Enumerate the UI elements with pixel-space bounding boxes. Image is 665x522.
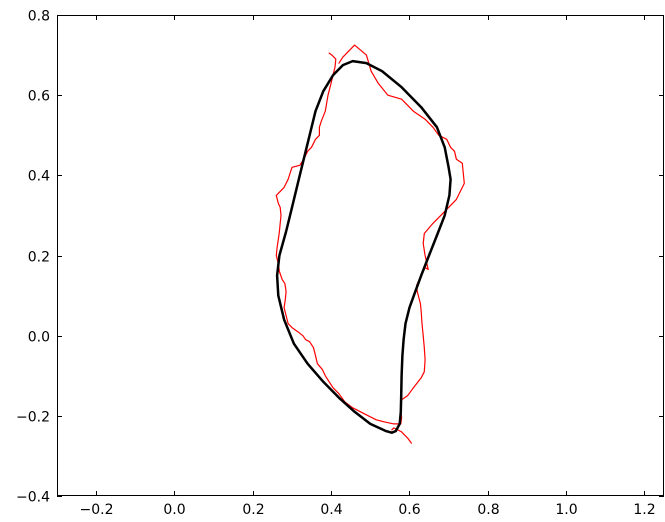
x-tick-label: 0.2: [242, 502, 264, 518]
y-tick-label: 0.2: [28, 250, 50, 266]
y-tick-label: 0.8: [28, 9, 50, 25]
y-tick-label: −0.2: [16, 410, 50, 426]
y-tick-label: 0.4: [28, 169, 50, 185]
plot-frame: [57, 15, 664, 496]
y-tick-label: −0.4: [16, 490, 50, 506]
series-line-2: [391, 427, 412, 444]
series-line-1: [275, 44, 465, 425]
x-tick-label: 0.8: [477, 502, 499, 518]
y-tick-label: 0.0: [28, 330, 50, 346]
x-tick-label: 1.0: [555, 502, 577, 518]
plot-background: [57, 15, 664, 496]
x-tick-label: −0.2: [80, 502, 114, 518]
series-layer: [275, 44, 465, 444]
x-tick-label: 0.6: [398, 502, 420, 518]
x-tick-label: 1.2: [633, 502, 655, 518]
x-tick-label: 0.4: [320, 502, 342, 518]
series-line-3: [275, 59, 452, 434]
x-tick-label: 0.0: [163, 502, 185, 518]
ticks-layer: −0.2 0.0 0.2 0.4 0.6 0.8 1.0 1.2 −0.4 −0.2 0.0 0.2 0…: [16, 9, 664, 518]
y-tick-label: 0.6: [28, 89, 50, 105]
